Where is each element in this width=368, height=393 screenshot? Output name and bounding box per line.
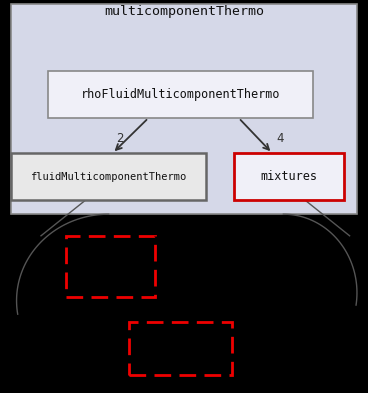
Bar <box>234 153 344 200</box>
Bar <box>48 71 313 118</box>
Text: 2: 2 <box>116 132 124 145</box>
Text: 4: 4 <box>276 132 283 145</box>
Bar <box>11 153 206 200</box>
Text: rhoFluidMulticomponentThermo: rhoFluidMulticomponentThermo <box>81 88 280 101</box>
Bar <box>11 4 357 214</box>
Text: mixtures: mixtures <box>261 170 317 184</box>
Text: fluidMulticomponentThermo: fluidMulticomponentThermo <box>31 172 187 182</box>
Text: multicomponentThermo: multicomponentThermo <box>104 4 264 18</box>
Bar <box>66 236 155 297</box>
Bar <box>129 322 232 375</box>
